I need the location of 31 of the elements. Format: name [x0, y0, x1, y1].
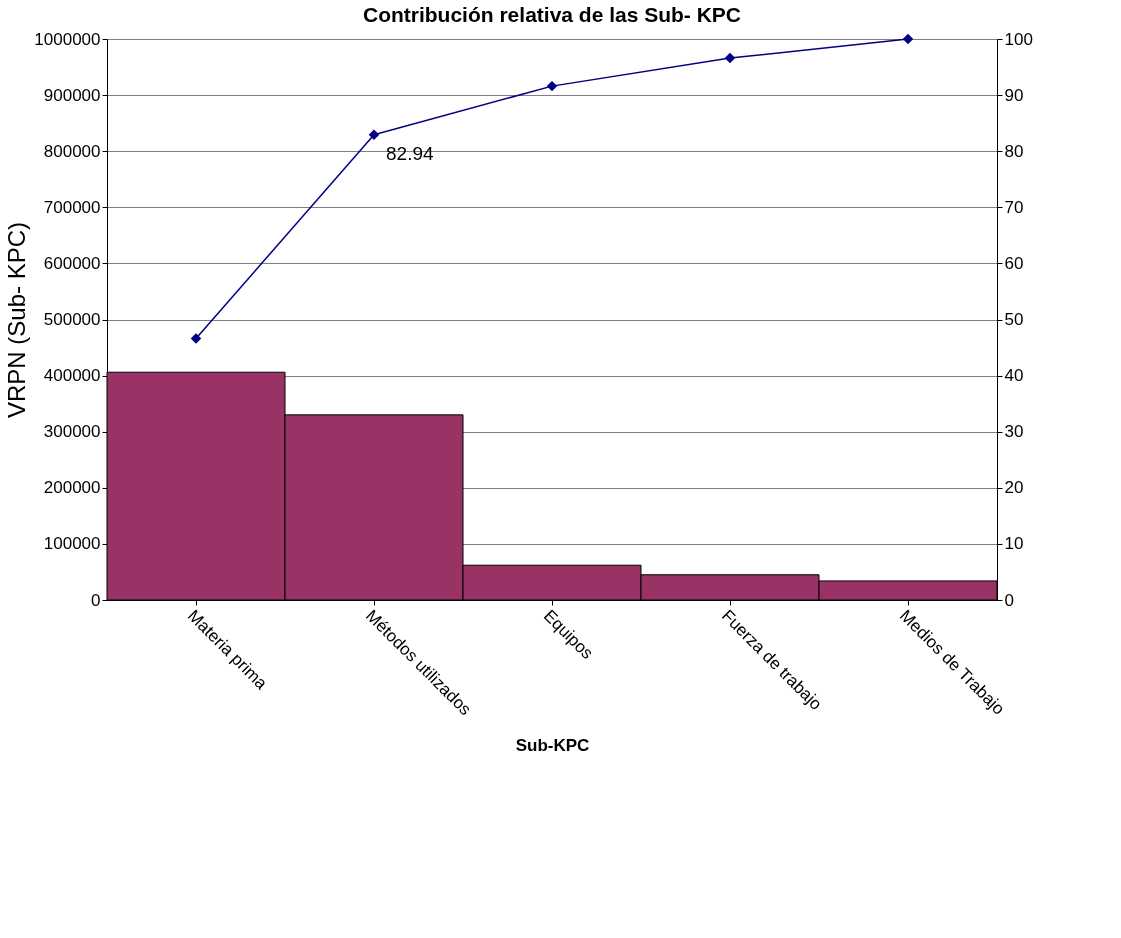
point [902, 33, 914, 45]
y-tick-label: 800000 [43, 141, 101, 161]
chart-title: Contribución relativa de las Sub- KPC [362, 3, 742, 26]
y-tick-label: 500000 [43, 310, 101, 329]
y-tick-label: 0 [91, 590, 101, 610]
y2-tick-label: 0 [1004, 590, 1014, 610]
y2-tick-label: 80 [1004, 141, 1024, 161]
y-tick-label: 900000 [43, 85, 101, 105]
x-axis-title: Sub-KPC [515, 736, 590, 756]
y2-tick-label: 30 [1004, 422, 1024, 442]
data-label: 82.94 [386, 142, 434, 164]
y2-tick-label: 40 [1004, 366, 1024, 386]
y2-tick-label: 90 [1004, 85, 1024, 105]
y-axis-title: VRPN (Sub- KPC) [3, 221, 31, 419]
y-tick-label: 200000 [43, 478, 101, 498]
y2-tick-label: 100 [1004, 29, 1033, 49]
y-tick-label: 600000 [43, 253, 101, 273]
point [724, 52, 736, 64]
y-tick-label: 100000 [43, 534, 101, 554]
point [546, 80, 558, 92]
y-tick-label: 300000 [43, 422, 101, 442]
y-tick-label: 1000000 [34, 29, 101, 49]
y-tick-label: 400000 [43, 366, 101, 386]
y2-tick-label: 10 [1004, 534, 1024, 554]
y2-tick-label: 50 [1004, 310, 1024, 329]
y2-tick-label: 60 [1004, 253, 1024, 273]
y-tick-label: 700000 [43, 197, 101, 217]
y2-tick-label: 20 [1004, 478, 1024, 498]
y2-tick-label: 70 [1004, 197, 1024, 217]
point [368, 129, 380, 140]
point [190, 333, 202, 344]
